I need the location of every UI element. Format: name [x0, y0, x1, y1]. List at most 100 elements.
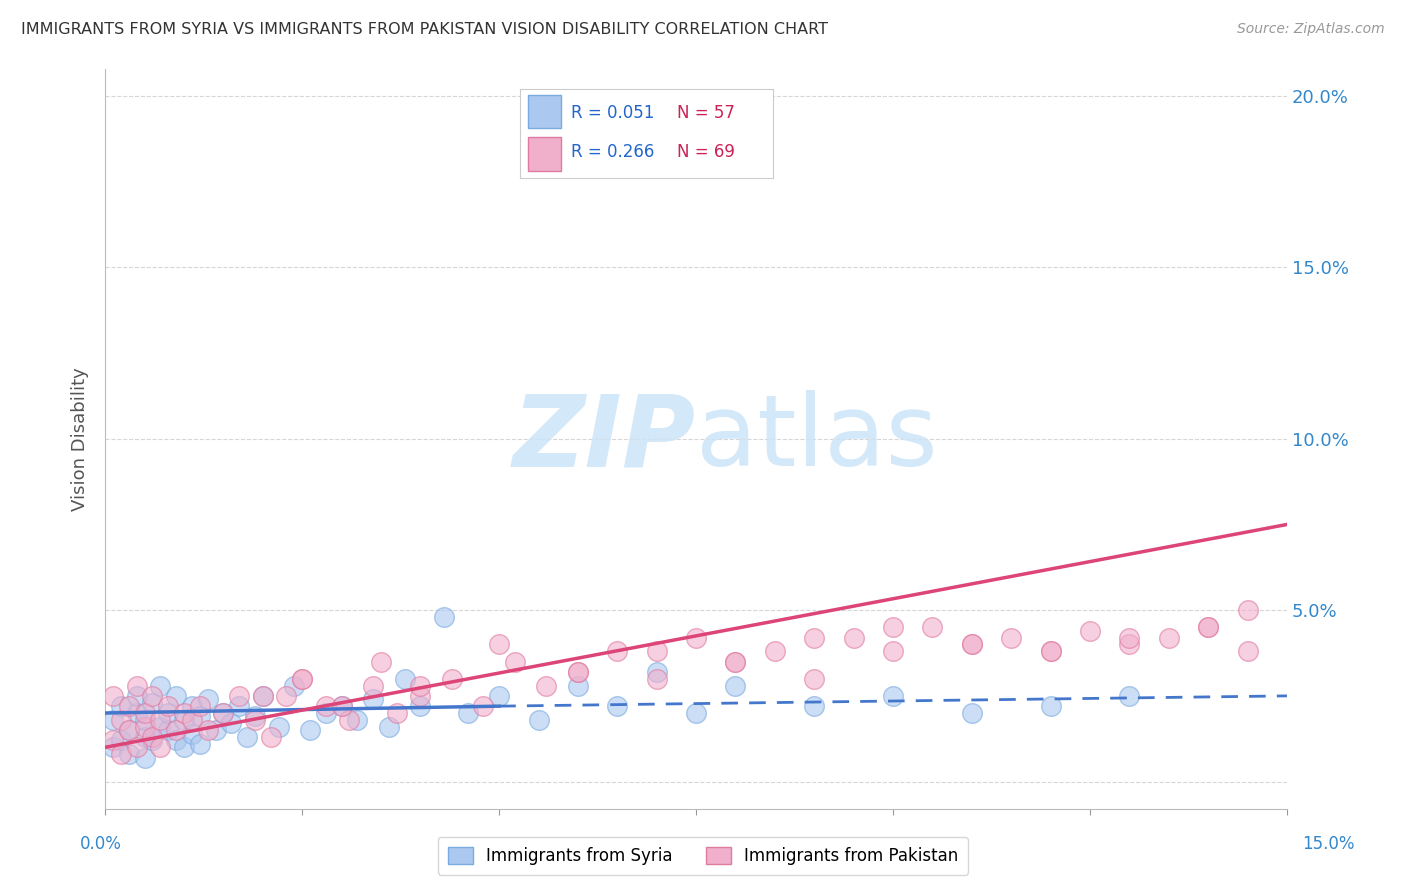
Point [197, 692, 219, 706]
Point [882, 644, 904, 658]
Point [724, 655, 747, 669]
Bar [527, 95, 561, 128]
Point [921, 620, 943, 634]
Point [1236, 603, 1258, 617]
Point [1236, 644, 1258, 658]
Point [157, 723, 180, 738]
Point [243, 713, 266, 727]
Point [685, 631, 707, 645]
Point [110, 747, 132, 761]
Point [252, 689, 274, 703]
Point [141, 733, 163, 747]
Point [101, 740, 124, 755]
Point [134, 720, 156, 734]
Point [346, 713, 368, 727]
Point [180, 726, 202, 740]
Point [488, 689, 510, 703]
Point [1039, 644, 1062, 658]
Point [882, 620, 904, 634]
Point [606, 644, 628, 658]
Point [118, 699, 141, 714]
Text: R = 0.266: R = 0.266 [571, 143, 654, 161]
Point [409, 689, 432, 703]
Point [457, 706, 479, 720]
Point [125, 689, 148, 703]
Point [134, 750, 156, 764]
Point [685, 706, 707, 720]
Point [724, 655, 747, 669]
Text: N = 57: N = 57 [678, 104, 735, 122]
Point [118, 723, 141, 738]
Point [488, 637, 510, 651]
Point [149, 713, 172, 727]
Point [361, 692, 384, 706]
Point [101, 713, 124, 727]
Point [645, 665, 668, 679]
Point [361, 679, 384, 693]
Point [472, 699, 495, 714]
Text: atlas: atlas [696, 391, 938, 487]
Point [1118, 631, 1140, 645]
Point [645, 672, 668, 686]
Point [173, 713, 195, 727]
Point [283, 679, 305, 693]
Point [1078, 624, 1101, 638]
Point [197, 723, 219, 738]
Point [842, 631, 865, 645]
Text: 15.0%: 15.0% [1302, 835, 1355, 853]
Point [134, 730, 156, 744]
Point [165, 723, 187, 738]
Point [219, 716, 242, 731]
Point [763, 644, 786, 658]
Point [101, 733, 124, 747]
Point [645, 644, 668, 658]
Point [503, 655, 526, 669]
Point [228, 689, 250, 703]
Text: ZIP: ZIP [513, 391, 696, 487]
Text: Source: ZipAtlas.com: Source: ZipAtlas.com [1237, 22, 1385, 37]
Point [394, 672, 416, 686]
Point [180, 699, 202, 714]
Text: IMMIGRANTS FROM SYRIA VS IMMIGRANTS FROM PAKISTAN VISION DISABILITY CORRELATION : IMMIGRANTS FROM SYRIA VS IMMIGRANTS FROM… [21, 22, 828, 37]
Point [125, 679, 148, 693]
Point [204, 723, 226, 738]
Point [125, 740, 148, 755]
Point [385, 706, 408, 720]
Point [803, 672, 825, 686]
Point [101, 689, 124, 703]
Point [291, 672, 314, 686]
Point [149, 720, 172, 734]
Point [180, 713, 202, 727]
Point [118, 747, 141, 761]
Point [125, 706, 148, 720]
Point [433, 610, 456, 624]
Point [236, 730, 259, 744]
Point [1157, 631, 1180, 645]
Point [527, 713, 550, 727]
Text: N = 69: N = 69 [678, 143, 735, 161]
Point [724, 679, 747, 693]
Point [243, 709, 266, 723]
Point [110, 733, 132, 747]
Point [330, 699, 353, 714]
Point [1039, 644, 1062, 658]
Text: 0.0%: 0.0% [80, 835, 122, 853]
Point [960, 637, 983, 651]
Legend: Immigrants from Syria, Immigrants from Pakistan: Immigrants from Syria, Immigrants from P… [437, 837, 969, 875]
Point [1039, 699, 1062, 714]
Point [149, 740, 172, 755]
Point [228, 699, 250, 714]
Point [110, 713, 132, 727]
Point [110, 699, 132, 714]
Point [960, 706, 983, 720]
Point [188, 737, 211, 751]
Point [165, 733, 187, 747]
Point [118, 723, 141, 738]
Point [252, 689, 274, 703]
Point [188, 699, 211, 714]
Point [1118, 637, 1140, 651]
Point [212, 706, 235, 720]
Point [267, 720, 290, 734]
Point [409, 679, 432, 693]
Point [173, 706, 195, 720]
